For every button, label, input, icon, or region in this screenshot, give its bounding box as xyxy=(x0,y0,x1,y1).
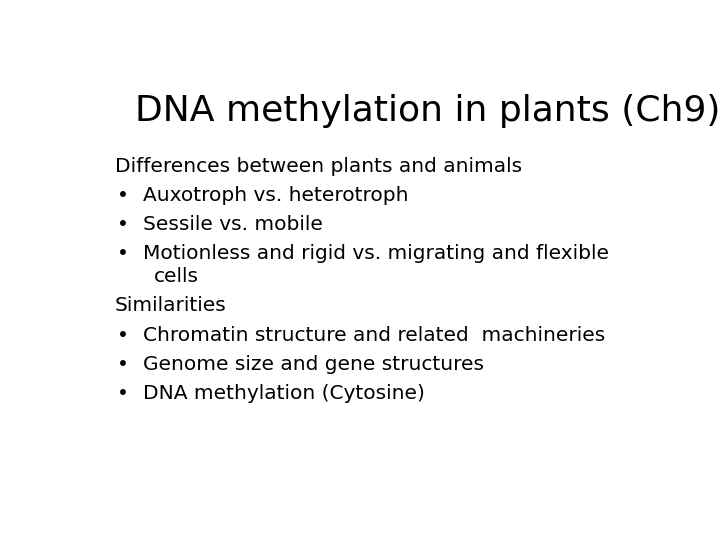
Text: Sessile vs. mobile: Sessile vs. mobile xyxy=(143,215,323,234)
Text: DNA methylation (Cytosine): DNA methylation (Cytosine) xyxy=(143,384,425,403)
Text: •: • xyxy=(117,245,129,264)
Text: DNA methylation in plants (Ch9): DNA methylation in plants (Ch9) xyxy=(135,94,720,128)
Text: Auxotroph vs. heterotroph: Auxotroph vs. heterotroph xyxy=(143,186,408,205)
Text: Motionless and rigid vs. migrating and flexible: Motionless and rigid vs. migrating and f… xyxy=(143,245,609,264)
Text: Differences between plants and animals: Differences between plants and animals xyxy=(115,157,522,176)
Text: •: • xyxy=(117,384,129,403)
Text: cells: cells xyxy=(154,267,199,286)
Text: Similarities: Similarities xyxy=(115,296,227,315)
Text: •: • xyxy=(117,355,129,374)
Text: Chromatin structure and related  machineries: Chromatin structure and related machiner… xyxy=(143,326,606,345)
Text: •: • xyxy=(117,186,129,205)
Text: •: • xyxy=(117,215,129,234)
Text: Genome size and gene structures: Genome size and gene structures xyxy=(143,355,484,374)
Text: •: • xyxy=(117,326,129,345)
